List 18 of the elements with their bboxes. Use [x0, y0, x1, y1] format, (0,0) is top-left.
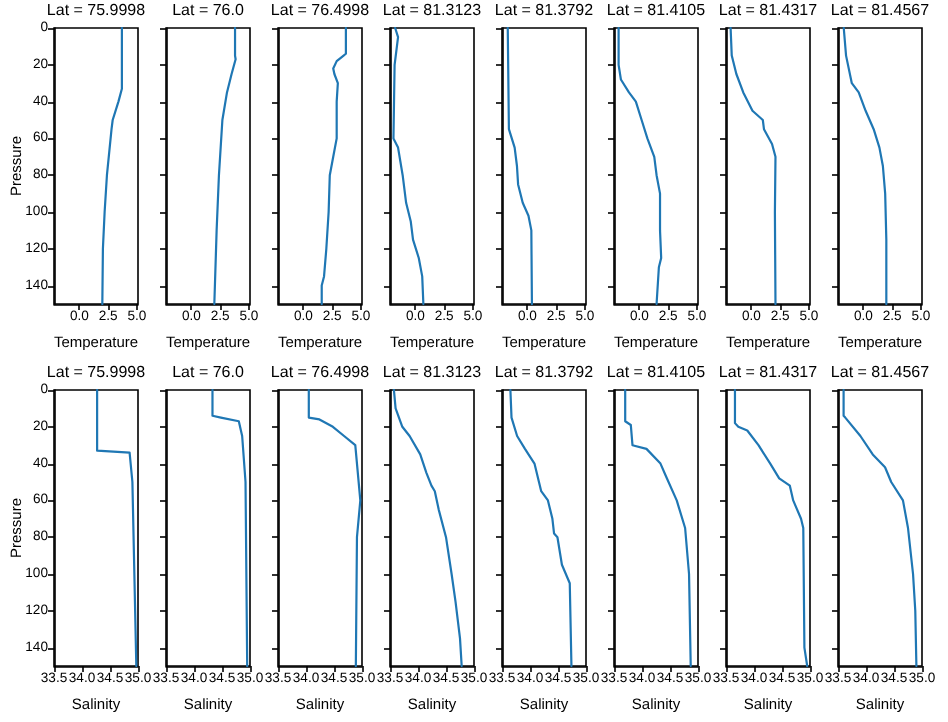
chart-title: Lat = 75.9998 — [46, 363, 147, 381]
chart-title: Lat = 81.4317 — [718, 1, 819, 19]
chart-title: Lat = 76.4998 — [270, 1, 371, 19]
chart-title: Lat = 76.4998 — [270, 363, 371, 381]
chart-title: Lat = 81.3123 — [382, 363, 483, 381]
chart-title: Lat = 81.3792 — [494, 363, 595, 381]
chart-title: Lat = 75.9998 — [46, 1, 147, 19]
chart-title: Lat = 81.4567 — [830, 1, 931, 19]
line-series — [96, 388, 138, 668]
chart-title: Lat = 81.3123 — [382, 1, 483, 19]
chart-title: Lat = 81.3792 — [494, 1, 595, 19]
chart-title: Lat = 81.4317 — [718, 363, 819, 381]
chart-title: Lat = 81.4105 — [606, 1, 707, 19]
chart-title: Lat = 81.4105 — [606, 363, 707, 381]
chart-title: Lat = 76.0 — [172, 363, 245, 381]
chart-title: Lat = 76.0 — [172, 1, 245, 19]
line-series — [101, 26, 123, 306]
chart-title: Lat = 81.4567 — [830, 363, 931, 381]
